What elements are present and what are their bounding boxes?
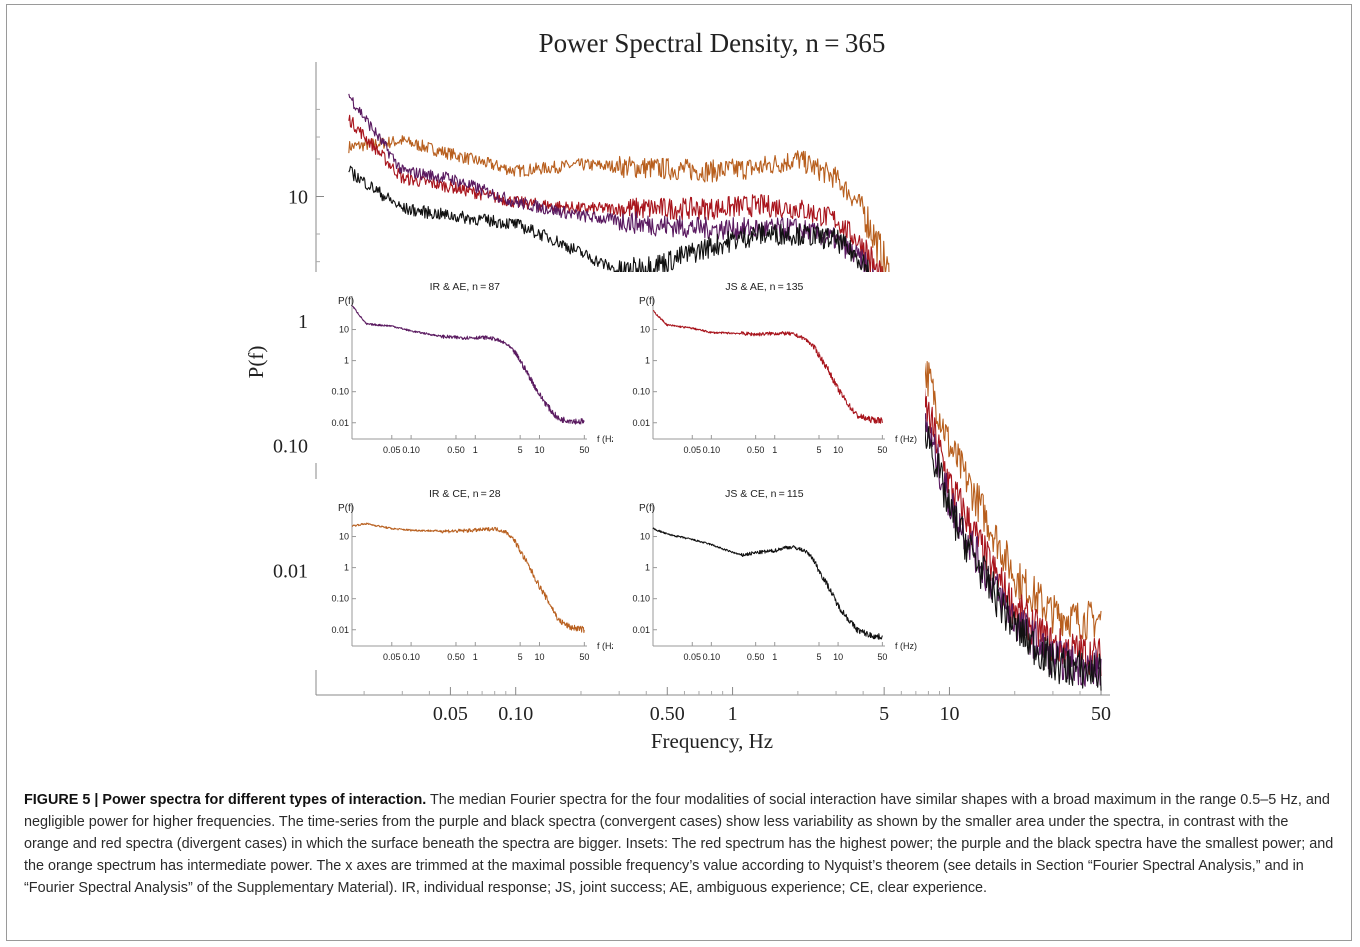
inset-x-tick-label: 0.05 <box>383 652 401 662</box>
inset-y-label: P(f) <box>639 296 655 307</box>
inset-x-tick-label: 0.05 <box>383 445 401 455</box>
inset-y-label: P(f) <box>639 503 655 514</box>
inset-background <box>613 479 925 670</box>
figure-frame <box>6 4 1352 941</box>
inset-x-label: f (Hz) <box>597 641 619 651</box>
inset-x-tick-label: 5 <box>817 652 822 662</box>
inset-x-tick-label: 50 <box>877 445 887 455</box>
inset-x-tick-label: 50 <box>579 445 589 455</box>
inset-y-tick-label: 0.10 <box>632 594 650 604</box>
chart-title: Power Spectral Density, n = 365 <box>539 28 886 58</box>
inset-x-tick-label: 0.10 <box>402 652 420 662</box>
inset-series-line <box>351 522 585 634</box>
series-orange-line <box>348 135 1102 641</box>
inset-y-tick-label: 1 <box>645 563 650 573</box>
y-tick-label: 0.10 <box>273 436 308 458</box>
inset-y-tick-label: 0.01 <box>632 418 650 428</box>
x-tick-label: 50 <box>1091 703 1111 725</box>
y-tick-label: 0.01 <box>273 560 308 582</box>
inset-title: JS & AE, n = 135 <box>725 281 803 293</box>
inset-x-tick-label: 10 <box>534 652 544 662</box>
inset-y-tick-label: 0.01 <box>331 625 349 635</box>
inset-y-tick-label: 10 <box>640 325 650 335</box>
inset-x-tick-label: 50 <box>877 652 887 662</box>
inset-y-label: P(f) <box>338 296 354 307</box>
series-red-line <box>348 114 1102 677</box>
inset-y-tick-label: 0.10 <box>331 387 349 397</box>
x-tick-label: 0.10 <box>498 703 533 725</box>
inset-x-tick-label: 0.10 <box>703 652 721 662</box>
inset-y-tick-label: 0.01 <box>632 625 650 635</box>
inset-y-tick-label: 0.10 <box>331 594 349 604</box>
inset-x-label: f (Hz) <box>597 434 619 444</box>
x-axis-label: Frequency, Hz <box>651 729 773 753</box>
inset-y-tick-label: 1 <box>645 356 650 366</box>
caption-body: The median Fourier spectra for the four … <box>24 792 1334 896</box>
series-purple-line <box>348 93 1102 687</box>
y-axis-label: P(f) <box>244 346 268 379</box>
inset-background <box>312 272 627 463</box>
y-tick-label: 1 <box>298 311 308 333</box>
inset-series-line <box>351 305 585 425</box>
inset-title: IR & CE, n = 28 <box>429 488 501 500</box>
inset-ir-ae: IR & AE, n = 87P(f)f (Hz)0.05 0.10 0.50 1 5 1… <box>312 272 627 463</box>
inset-x-tick-label: 5 <box>817 445 822 455</box>
inset-x-tick-label: 0.50 <box>447 652 465 662</box>
x-tick-label: 5 <box>879 703 889 725</box>
inset-x-tick-label: 10 <box>534 445 544 455</box>
inset-x-tick-label: 0.05 <box>684 445 702 455</box>
inset-x-tick-label: 0.10 <box>703 445 721 455</box>
inset-series-line <box>652 309 883 424</box>
inset-x-tick-label: 5 <box>518 445 523 455</box>
inset-x-tick-label: 1 <box>473 445 478 455</box>
inset-x-tick-label: 0.05 <box>684 652 702 662</box>
inset-x-tick-label: 0.10 <box>402 445 420 455</box>
inset-ir-ce: IR & CE, n = 28P(f)f (Hz)0.05 0.10 0.50 1 5 1… <box>312 479 627 670</box>
x-tick-label: 10 <box>939 703 959 725</box>
x-tick-label: 0.50 <box>650 703 685 725</box>
inset-x-tick-label: 1 <box>772 652 777 662</box>
inset-x-tick-label: 5 <box>518 652 523 662</box>
x-tick-label: 1 <box>728 703 738 725</box>
caption-lead: FIGURE 5 | Power spectra for different t… <box>24 792 427 808</box>
inset-x-tick-label: 1 <box>473 652 478 662</box>
x-tick-label: 0.05 <box>433 703 468 725</box>
inset-title: JS & CE, n = 115 <box>725 488 804 500</box>
inset-y-tick-label: 1 <box>344 356 349 366</box>
inset-x-label: f (Hz) <box>895 641 917 651</box>
figure-chart: Power Spectral Density, n = 365 0.05 0.10… <box>244 28 1111 753</box>
inset-x-tick-label: 0.50 <box>447 445 465 455</box>
inset-y-tick-label: 1 <box>344 563 349 573</box>
inset-series-line <box>652 527 883 640</box>
inset-y-tick-label: 10 <box>640 532 650 542</box>
figure-caption: FIGURE 5 | Power spectra for different t… <box>24 789 1334 899</box>
series-black-line <box>348 165 1102 691</box>
inset-y-tick-label: 0.10 <box>632 387 650 397</box>
inset-x-tick-label: 10 <box>833 445 843 455</box>
y-tick-label: 10 <box>288 186 308 208</box>
inset-background <box>312 479 627 670</box>
inset-y-label: P(f) <box>338 503 354 514</box>
inset-x-tick-label: 0.50 <box>747 445 765 455</box>
inset-x-tick-label: 50 <box>579 652 589 662</box>
inset-title: IR & AE, n = 87 <box>430 281 501 293</box>
inset-y-tick-label: 0.01 <box>331 418 349 428</box>
inset-background <box>613 272 925 463</box>
inset-x-tick-label: 1 <box>772 445 777 455</box>
inset-x-tick-label: 0.50 <box>747 652 765 662</box>
inset-y-tick-label: 10 <box>339 325 349 335</box>
inset-x-tick-label: 10 <box>833 652 843 662</box>
inset-y-tick-label: 10 <box>339 532 349 542</box>
inset-x-label: f (Hz) <box>895 434 917 444</box>
